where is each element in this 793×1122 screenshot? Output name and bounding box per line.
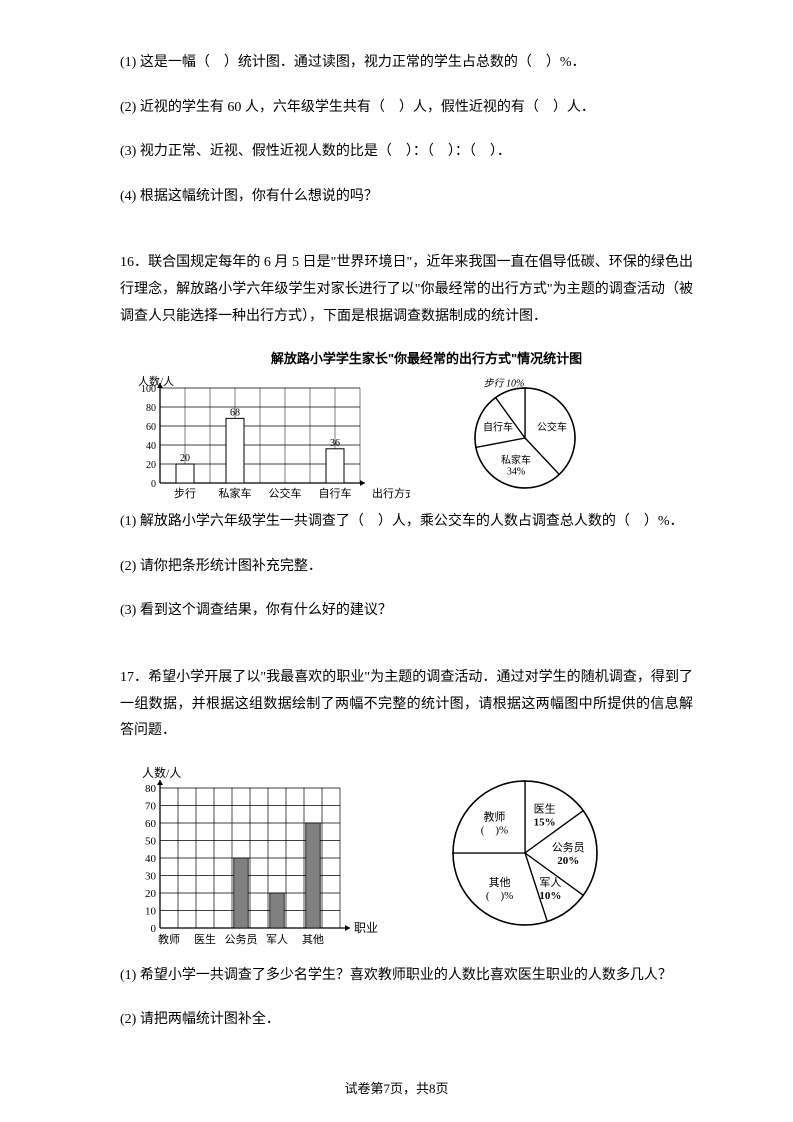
svg-text:人数/人: 人数/人 — [142, 765, 181, 780]
svg-text:私家车: 私家车 — [501, 454, 531, 467]
q15-line3: (3) 视力正常、近视、假性近视人数的比是（ ）：（ ）：（ ）． — [120, 139, 693, 166]
q16-intro: 16．联合国规定每年的 6 月 5 日是"世界环境日"，近年来我国一直在倡导低碳… — [120, 250, 693, 330]
svg-text:( )%: ( )% — [481, 824, 509, 836]
svg-text:68: 68 — [230, 408, 240, 419]
svg-text:60: 60 — [146, 422, 156, 433]
q16-pie-chart: 公交车私家车34%自行车步行 10% — [450, 373, 590, 503]
q17-line2: (2) 请把两幅统计图补全． — [120, 1007, 693, 1034]
q16-bar-chart: 人数/人02040608010020步行68私家车公交车36自行车出行方式 — [120, 373, 410, 503]
svg-text:20%: 20% — [557, 855, 579, 867]
svg-text:职业: 职业 — [354, 921, 378, 935]
question-17: 17．希望小学开展了以"我最喜欢的职业"为主题的调查活动．通过对学生的随机调查，… — [120, 665, 693, 1034]
q16-chart-title: 解放路小学学生家长"你最经常的出行方式"情况统计图 — [160, 348, 693, 367]
svg-text:军人: 军人 — [539, 876, 561, 889]
svg-text:80: 80 — [146, 403, 156, 414]
svg-text:15%: 15% — [534, 816, 556, 828]
q16-line3: (3) 看到这个调查结果，你有什么好的建议？ — [120, 598, 693, 625]
svg-text:其他: 其他 — [302, 933, 324, 946]
svg-text:0: 0 — [151, 479, 156, 490]
q15-line1: (1) 这是一幅（ ）统计图．通过读图，视力正常的学生占总数的（ ）%． — [120, 50, 693, 77]
svg-text:30: 30 — [145, 870, 157, 882]
svg-text:其他: 其他 — [489, 876, 511, 889]
svg-text:公交车: 公交车 — [537, 420, 567, 433]
q16-charts: 人数/人02040608010020步行68私家车公交车36自行车出行方式 公交… — [120, 373, 693, 503]
q16-line2: (2) 请你把条形统计图补充完整． — [120, 554, 693, 581]
svg-text:公交车: 公交车 — [269, 486, 302, 500]
svg-text:自行车: 自行车 — [483, 420, 513, 433]
svg-text:私家车: 私家车 — [219, 486, 252, 500]
svg-text:40: 40 — [146, 441, 156, 452]
svg-text:医生: 医生 — [194, 932, 216, 946]
svg-text:教师: 教师 — [483, 810, 505, 823]
svg-text:20: 20 — [145, 888, 157, 900]
svg-text:34%: 34% — [507, 467, 525, 478]
svg-text:步行: 步行 — [174, 487, 196, 500]
svg-text:100: 100 — [141, 384, 156, 395]
svg-text:军人: 军人 — [266, 933, 288, 946]
svg-text:36: 36 — [330, 438, 340, 449]
svg-text:20: 20 — [180, 453, 190, 464]
svg-text:0: 0 — [151, 923, 157, 935]
svg-text:( )%: ( )% — [486, 890, 514, 902]
svg-text:40: 40 — [145, 853, 157, 865]
q17-pie-chart: 医生15%公务员20%军人10%其他( )%教师( )% — [430, 763, 620, 943]
svg-text:20: 20 — [146, 460, 156, 471]
svg-text:10%: 10% — [539, 890, 561, 902]
svg-text:50: 50 — [145, 835, 157, 847]
svg-text:出行方式: 出行方式 — [372, 486, 410, 500]
q15-line2: (2) 近视的学生有 60 人，六年级学生共有（ ）人，假性近视的有（ ）人． — [120, 95, 693, 122]
question-16: 16．联合国规定每年的 6 月 5 日是"世界环境日"，近年来我国一直在倡导低碳… — [120, 250, 693, 625]
q16-line1: (1) 解放路小学六年级学生一共调查了（ ）人，乘公交车的人数占调查总人数的（ … — [120, 509, 693, 536]
question-15: (1) 这是一幅（ ）统计图．通过读图，视力正常的学生占总数的（ ）%． (2)… — [120, 50, 693, 210]
svg-text:教师: 教师 — [158, 933, 180, 946]
svg-text:公务员: 公务员 — [552, 841, 585, 854]
svg-text:80: 80 — [145, 783, 157, 795]
svg-text:医生: 医生 — [534, 801, 556, 815]
q17-charts: 人数/人01020304050607080教师医生公务员军人其他职业 医生15%… — [120, 763, 693, 953]
q17-bar-chart: 人数/人 0 10 20 30 40 50 60 70 80 教师 医生公务员军人 其他 职业 — [120, 763, 390, 953]
q15-line4: (4) 根据这幅统计图，你有什么想说的吗？ — [120, 184, 693, 211]
q17-intro: 17．希望小学开展了以"我最喜欢的职业"为主题的调查活动．通过对学生的随机调查，… — [120, 665, 693, 745]
svg-text:60: 60 — [145, 818, 157, 830]
svg-text:公务员: 公务员 — [225, 933, 258, 946]
svg-text:70: 70 — [145, 800, 157, 812]
page-footer: 试卷第7页，共8页 — [0, 1078, 793, 1097]
svg-text:10: 10 — [145, 905, 157, 917]
q17-line1: (1) 希望小学一共调查了多少名学生？喜欢教师职业的人数比喜欢医生职业的人数多几… — [120, 963, 693, 990]
svg-text:自行车: 自行车 — [319, 486, 352, 500]
